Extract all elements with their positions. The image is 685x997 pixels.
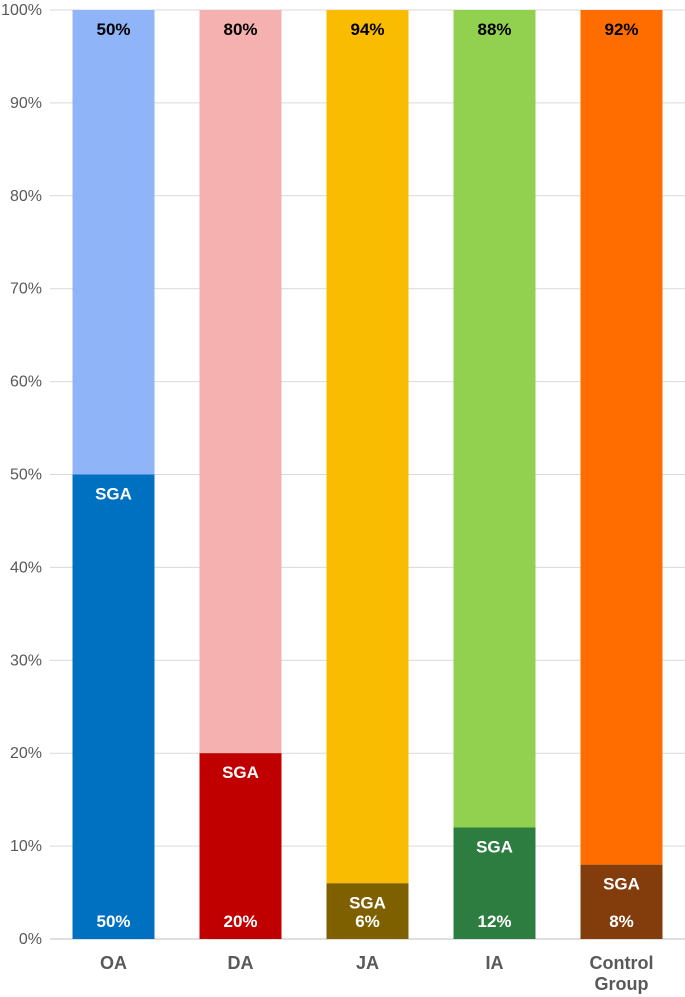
category-label: IA (486, 953, 504, 973)
data-label-sga: 8% (609, 912, 634, 931)
y-tick-label: 20% (10, 745, 42, 762)
data-label-sga: 12% (477, 912, 511, 931)
bar-segment-other (580, 10, 663, 865)
category-label: OA (100, 953, 127, 973)
data-label-other: 92% (604, 20, 638, 39)
series-label-sga: SGA (222, 763, 259, 782)
series-label-sga: SGA (95, 485, 132, 504)
data-label-other: 94% (350, 20, 384, 39)
bar-segment-other (72, 10, 155, 475)
data-label-other: 50% (96, 20, 130, 39)
y-tick-label: 90% (10, 95, 42, 112)
series-label-sga: SGA (349, 893, 386, 912)
y-tick-label: 70% (10, 281, 42, 298)
y-tick-label: 10% (10, 838, 42, 855)
y-axis: 0% 10% 20% 30% 40% 50% 60% 70% 80% 90% 100% (1, 2, 42, 948)
category-label: Group (595, 974, 649, 994)
series-label-sga: SGA (476, 838, 513, 857)
y-tick-label: 80% (10, 188, 42, 205)
bar-segment-sga (326, 883, 409, 939)
bars: 50%SGA50%80%SGA20%94%SGA6%88%SGA12%92%SG… (72, 10, 663, 939)
bar-segment-other (326, 10, 409, 884)
bar-segment-sga (199, 753, 282, 939)
bar-segment-other (453, 10, 536, 828)
bar-segment-sga (453, 827, 536, 939)
y-tick-label: 30% (10, 652, 42, 669)
y-tick-label: 50% (10, 467, 42, 484)
category-label: DA (228, 953, 254, 973)
y-tick-label: 60% (10, 374, 42, 391)
data-label-other: 88% (477, 20, 511, 39)
series-label-sga: SGA (603, 875, 640, 894)
category-label: JA (356, 953, 379, 973)
bar-segment-sga (580, 864, 663, 939)
y-tick-label: 40% (10, 559, 42, 576)
data-label-sga: 6% (355, 912, 380, 931)
data-label-sga: 50% (96, 912, 130, 931)
category-label: Control (590, 953, 654, 973)
y-tick-label: 0% (19, 931, 42, 948)
data-label-other: 80% (223, 20, 257, 39)
y-tick-label: 100% (1, 2, 42, 19)
bar-segment-other (199, 10, 282, 754)
data-label-sga: 20% (223, 912, 257, 931)
bar-segment-sga (72, 474, 155, 939)
